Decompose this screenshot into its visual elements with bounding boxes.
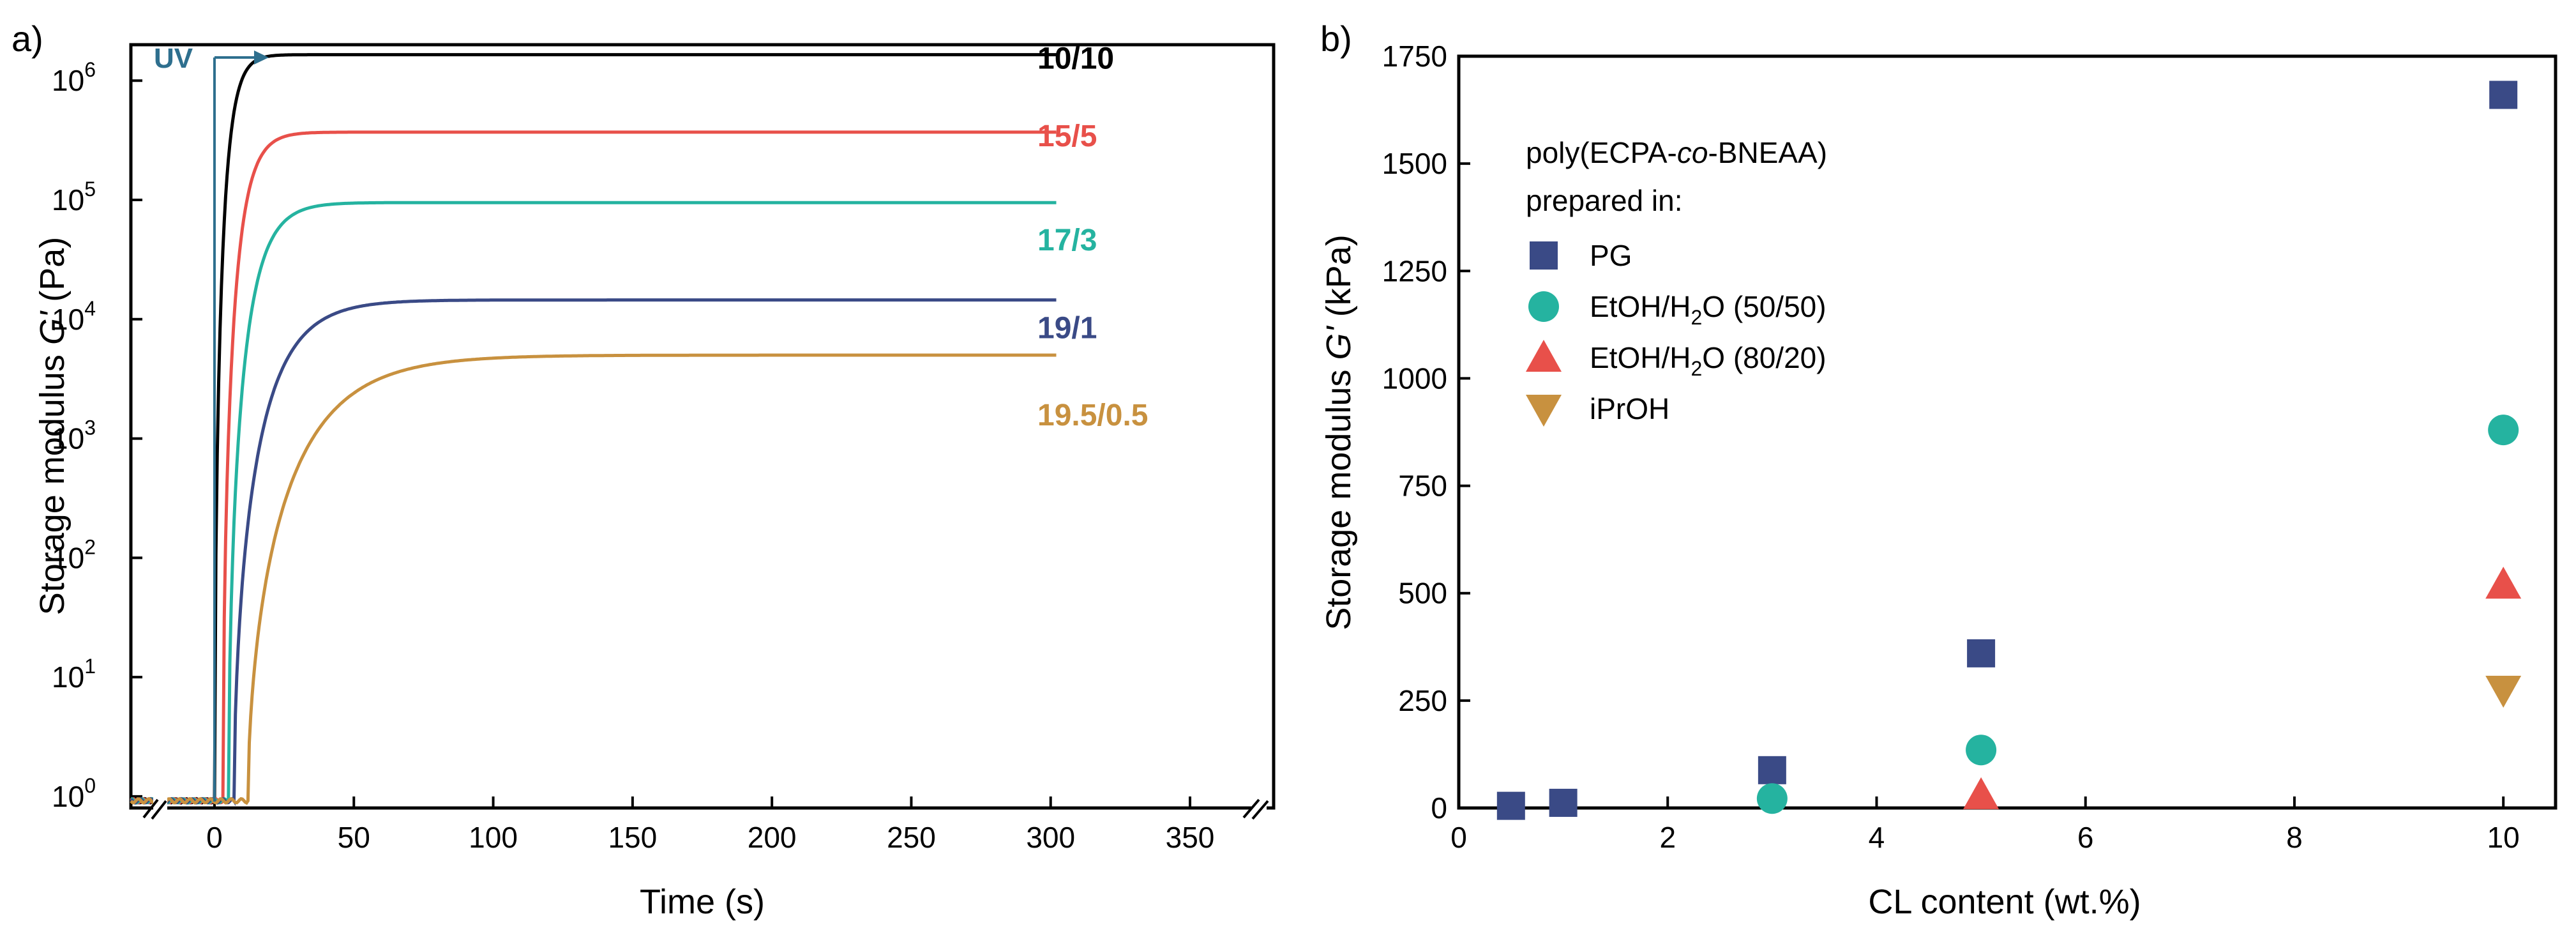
- y-tick-label: 106: [52, 58, 96, 97]
- series-label-15/5: 15/5: [1037, 119, 1097, 153]
- x-tick-label: 300: [1026, 821, 1075, 854]
- data-point-triangle-up: [2485, 567, 2522, 599]
- panel-a-frame: [129, 43, 1276, 810]
- x-tick-label: 150: [608, 821, 657, 854]
- legend-label: iPrOH: [1590, 392, 1669, 425]
- y-tick-label: 103: [52, 416, 96, 455]
- x-tick-label: 0: [206, 821, 223, 854]
- x-tick-label: 50: [338, 821, 370, 854]
- y-tick-label: 250: [1398, 684, 1447, 717]
- legend-marker-circle: [1528, 291, 1559, 322]
- legend-title-line2: prepared in:: [1526, 184, 1683, 217]
- panel-a-ylabel: Storage modulus G' (Pa): [33, 237, 72, 616]
- legend-marker-triangle-down: [1526, 395, 1562, 427]
- panel-a: a) Time (s) Storage modulus G' (Pa) 0 50 1…: [11, 19, 1276, 921]
- panel-b-ylabel: Storage modulus G' (kPa): [1320, 234, 1358, 630]
- panel-b-frame: [1457, 54, 2557, 810]
- x-tick-label: 350: [1166, 821, 1215, 854]
- y-tick-label: 101: [52, 655, 96, 694]
- panel-a-xlabel: Time (s): [640, 883, 765, 921]
- y-tick-label: 1000: [1382, 362, 1447, 395]
- panel-b: b) CL content (wt.%) Storage modulus G' …: [1320, 19, 2557, 921]
- series-label-10/10: 10/10: [1037, 42, 1114, 76]
- series-label-17/3: 17/3: [1037, 224, 1097, 257]
- panel-a-label: a): [11, 19, 43, 59]
- data-point-square: [1967, 639, 1996, 667]
- legend-title-line1: poly(ECPA-co-BNEAA): [1526, 136, 1827, 169]
- x-tick-label: 6: [2077, 821, 2094, 854]
- y-tick-label: 100: [52, 774, 96, 813]
- legend: poly(ECPA-co-BNEAA) prepared in: PG EtOH/…: [1526, 136, 1827, 427]
- x-tick-label: 250: [887, 821, 936, 854]
- data-point-circle: [1756, 783, 1788, 814]
- series-label-19.5/0.5: 19.5/0.5: [1037, 399, 1148, 432]
- data-point-square: [1496, 791, 1525, 820]
- y-tick-label: 1500: [1382, 147, 1447, 180]
- data-point-square: [1549, 788, 1578, 817]
- y-tick-label: 104: [52, 297, 96, 336]
- axis-break-marks: [142, 795, 1269, 821]
- legend-marker-square: [1530, 241, 1558, 270]
- x-tick-label: 200: [748, 821, 797, 854]
- panel-b-xlabel: CL content (wt.%): [1868, 883, 2141, 921]
- series-line-17/3: [130, 201, 1057, 805]
- x-tick-label: 100: [469, 821, 518, 854]
- legend-label: EtOH/H2O (50/50): [1590, 290, 1827, 329]
- series-line-19.5/0.5: [130, 353, 1057, 805]
- legend-label: EtOH/H2O (80/20): [1590, 341, 1827, 380]
- data-point-triangle-up: [1963, 777, 2000, 809]
- series-line-10/10: [130, 53, 1057, 805]
- x-tick-label: 4: [1869, 821, 1885, 854]
- x-tick-label: 0: [1450, 821, 1467, 854]
- y-tick-label: 1250: [1382, 254, 1447, 287]
- y-tick-label: 500: [1398, 577, 1447, 610]
- uv-annotation: UV: [154, 43, 193, 74]
- x-tick-label: 2: [1659, 821, 1676, 854]
- x-tick-label: 8: [2286, 821, 2303, 854]
- series-line-15/5: [130, 130, 1057, 805]
- data-point-square: [2489, 80, 2518, 109]
- y-tick-label: 102: [52, 535, 96, 574]
- series-label-19/1: 19/1: [1037, 312, 1097, 346]
- data-point-circle: [2488, 415, 2519, 446]
- legend-label: PG: [1590, 239, 1632, 272]
- data-point-square: [1758, 756, 1786, 784]
- series-line-19/1: [130, 298, 1057, 806]
- y-tick-label: 105: [52, 178, 96, 217]
- y-tick-label: 1750: [1382, 40, 1447, 73]
- x-tick-label: 10: [2487, 821, 2520, 854]
- y-tick-label: 0: [1431, 791, 1447, 825]
- panel-b-label: b): [1320, 19, 1352, 59]
- data-point-circle: [1966, 735, 1997, 766]
- uv-arrow-head: [253, 50, 269, 65]
- y-tick-label: 750: [1398, 469, 1447, 503]
- data-point-triangle-down: [2485, 676, 2522, 708]
- legend-marker-triangle-up: [1526, 340, 1562, 372]
